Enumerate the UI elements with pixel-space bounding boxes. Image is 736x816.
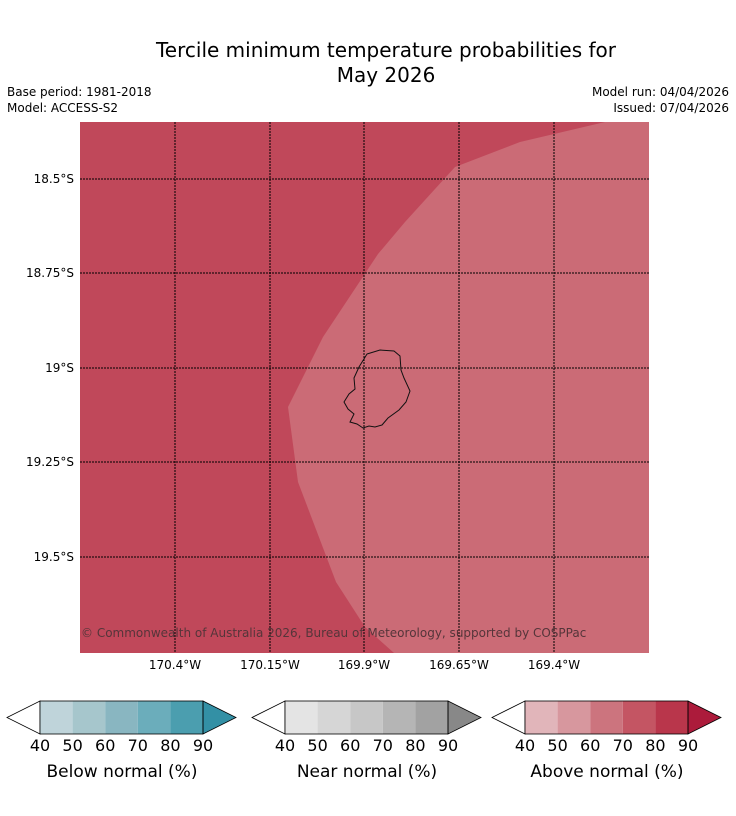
colorbar-segment	[170, 701, 203, 734]
issued-date: Issued: 07/04/2026	[613, 101, 729, 115]
lat-label: 19°S	[45, 361, 74, 375]
lat-label: 19.5°S	[33, 550, 74, 564]
meta-left: Base period: 1981-2018 Model: ACCESS-S2	[7, 84, 152, 116]
colorbar-label-above: Above normal (%)	[530, 762, 684, 782]
colorbar-tick: 50	[307, 736, 328, 755]
colorbar-segment	[382, 701, 416, 734]
lon-label: 170.15°W	[240, 658, 300, 672]
colorbar-segment	[655, 701, 688, 734]
colorbar-tick: 70	[612, 736, 633, 755]
colorbar-tick: 90	[677, 736, 699, 755]
colorbar-near-normal	[251, 700, 482, 735]
colorbar-tick: 50	[62, 736, 83, 755]
colorbar-segment	[40, 701, 73, 734]
colorbar-tick: 40	[274, 736, 296, 755]
colorbar-segment	[622, 701, 656, 734]
colorbar-segment	[105, 701, 138, 734]
colorbar-frame	[524, 700, 689, 735]
colorbar-segment	[525, 701, 558, 734]
probability-zone-50-60	[288, 122, 649, 653]
colorbar-tick: 60	[95, 736, 116, 755]
model-run: Model run: 04/04/2026	[591, 85, 729, 99]
lat-label: 18.75°S	[26, 266, 74, 280]
colorbar-tick: 80	[645, 736, 666, 755]
colorbar-segment	[285, 701, 318, 734]
lon-label: 170.4°W	[148, 658, 202, 672]
colorbar-extend-low	[6, 700, 41, 735]
colorbar-tick: 90	[437, 736, 459, 755]
colorbar-segment	[557, 701, 591, 734]
model-name: Model: ACCESS-S2	[7, 101, 119, 115]
colorbar-tick: 80	[160, 736, 181, 755]
lat-label: 18.5°S	[33, 172, 74, 186]
graticule	[80, 122, 649, 653]
colorbar-segment	[137, 701, 171, 734]
colorbar-tick: 50	[547, 736, 568, 755]
colorbar-tick: 70	[127, 736, 148, 755]
lat-label: 19.25°S	[26, 455, 74, 469]
title-line-2: May 2026	[336, 63, 436, 87]
meta-right: Model run: 04/04/2026 Issued: 07/04/2026	[592, 84, 729, 116]
map-svg	[80, 122, 649, 653]
colorbar-segment	[415, 701, 448, 734]
colorbar-segment	[590, 701, 623, 734]
map-title: Tercile minimum temperature probabilitie…	[0, 38, 736, 88]
map-panel	[80, 122, 649, 653]
copyright-notice: © Commonwealth of Australia 2026, Bureau…	[81, 626, 587, 640]
colorbar-extend-high	[687, 700, 722, 735]
lon-label: 169.65°W	[429, 658, 489, 672]
colorbar-frame	[284, 700, 449, 735]
colorbar-tick: 70	[372, 736, 393, 755]
colorbar-below-normal	[6, 700, 237, 735]
lon-label: 169.9°W	[337, 658, 391, 672]
colorbar-tick: 40	[29, 736, 51, 755]
colorbar-label-below: Below normal (%)	[46, 762, 198, 782]
colorbar-segment	[350, 701, 383, 734]
base-period: Base period: 1981-2018	[7, 85, 152, 99]
colorbar-segment	[72, 701, 106, 734]
colorbar-segment	[317, 701, 351, 734]
island-coastline	[343, 349, 411, 429]
colorbar-extend-high	[202, 700, 237, 735]
colorbar-label-near: Near normal (%)	[296, 762, 438, 782]
colorbar-tick: 90	[192, 736, 214, 755]
colorbar-tick: 80	[405, 736, 426, 755]
colorbar-tick: 60	[340, 736, 361, 755]
colorbar-extend-low	[491, 700, 526, 735]
colorbar-tick: 40	[514, 736, 536, 755]
title-line-1: Tercile minimum temperature probabilitie…	[155, 38, 617, 62]
lon-label: 169.4°W	[527, 658, 581, 672]
colorbar-extend-high	[447, 700, 482, 735]
colorbar-tick: 60	[580, 736, 601, 755]
colorbar-above-normal	[491, 700, 722, 735]
colorbar-extend-low	[251, 700, 286, 735]
colorbar-frame	[39, 700, 204, 735]
